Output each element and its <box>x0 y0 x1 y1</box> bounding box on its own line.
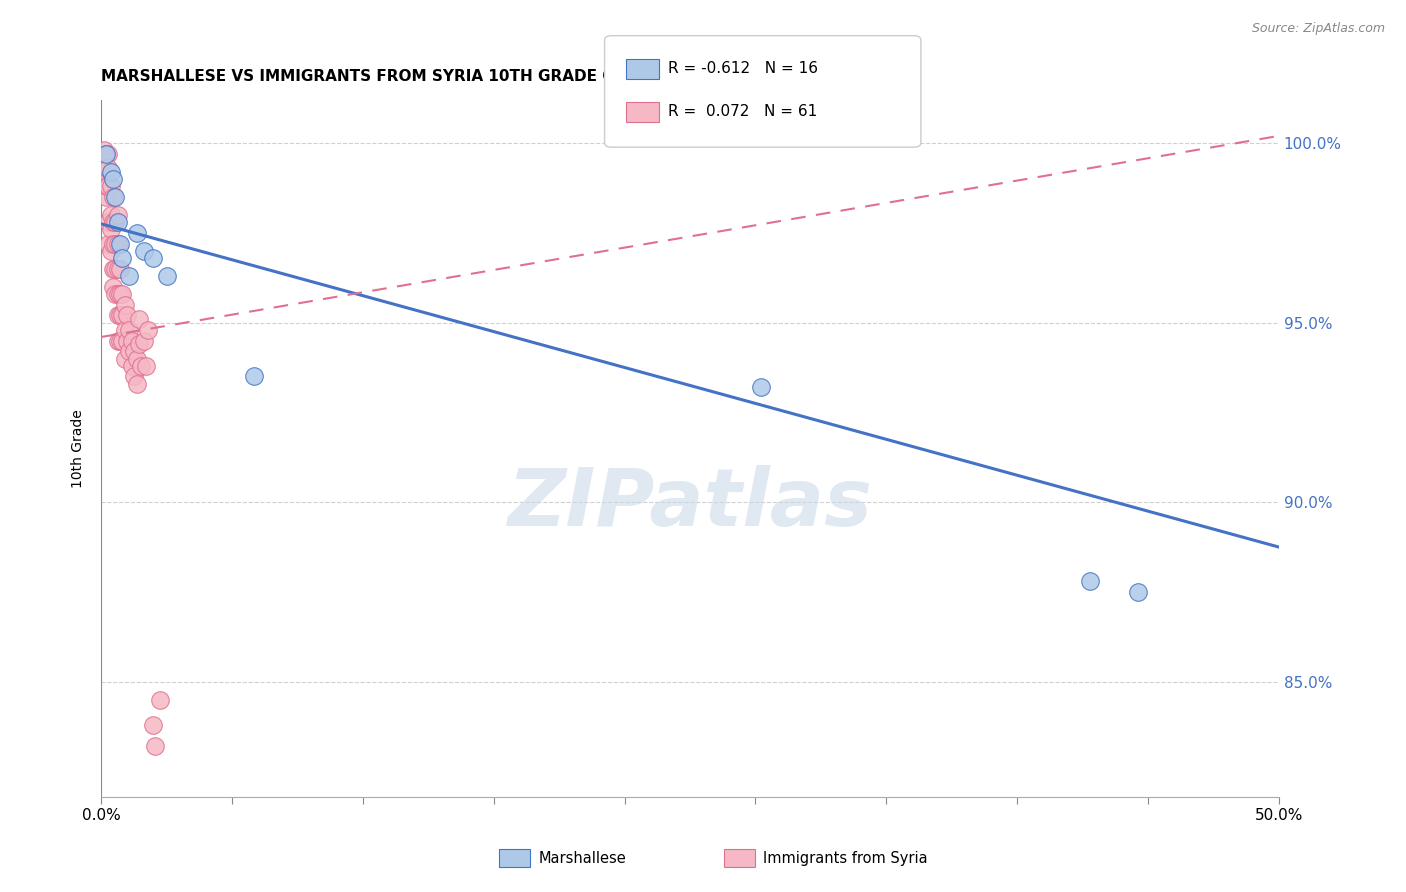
Point <box>132 244 155 258</box>
Point <box>118 323 141 337</box>
Point <box>142 718 165 732</box>
Point <box>100 244 122 258</box>
Point <box>156 268 179 283</box>
Text: ZIPatlas: ZIPatlas <box>508 465 873 543</box>
Text: R = -0.612   N = 16: R = -0.612 N = 16 <box>668 62 818 77</box>
Point <box>125 376 148 391</box>
Point <box>1080 574 1102 589</box>
Point <box>108 334 131 348</box>
Point <box>100 165 122 179</box>
Point <box>149 692 172 706</box>
Point <box>94 146 117 161</box>
Point <box>94 190 117 204</box>
Point <box>115 309 138 323</box>
Point <box>135 359 157 373</box>
Point <box>125 351 148 366</box>
Point <box>118 268 141 283</box>
Point <box>107 236 129 251</box>
Point <box>107 261 129 276</box>
Point <box>125 226 148 240</box>
Point <box>93 143 115 157</box>
Point <box>101 172 124 186</box>
Point <box>142 251 165 265</box>
Point <box>114 323 136 337</box>
Point <box>94 172 117 186</box>
Point <box>107 286 129 301</box>
Point <box>122 369 145 384</box>
Point <box>93 161 115 176</box>
Point <box>111 334 134 348</box>
Point <box>97 215 120 229</box>
Point <box>749 380 772 394</box>
Point <box>243 369 266 384</box>
Point <box>101 215 124 229</box>
Point <box>118 344 141 359</box>
Point <box>104 261 127 276</box>
Point <box>136 323 159 337</box>
Text: R =  0.072   N = 61: R = 0.072 N = 61 <box>668 104 817 120</box>
Point <box>115 334 138 348</box>
Point <box>128 312 150 326</box>
Point <box>108 236 131 251</box>
Point <box>104 236 127 251</box>
Point <box>111 309 134 323</box>
Point <box>1126 585 1149 599</box>
Point <box>128 337 150 351</box>
Point <box>108 309 131 323</box>
Point <box>132 334 155 348</box>
Point <box>93 172 115 186</box>
Point <box>145 739 167 754</box>
Point <box>101 236 124 251</box>
Point <box>97 146 120 161</box>
Point <box>108 286 131 301</box>
Y-axis label: 10th Grade: 10th Grade <box>72 409 86 488</box>
Point <box>101 261 124 276</box>
Point <box>101 190 124 204</box>
Point <box>94 146 117 161</box>
Text: MARSHALLESE VS IMMIGRANTS FROM SYRIA 10TH GRADE CORRELATION CHART: MARSHALLESE VS IMMIGRANTS FROM SYRIA 10T… <box>101 69 785 84</box>
Point <box>107 334 129 348</box>
Point <box>107 215 129 229</box>
Point <box>111 251 134 265</box>
Point <box>101 279 124 293</box>
Point <box>104 190 127 204</box>
Point <box>121 334 143 348</box>
Point <box>100 208 122 222</box>
Text: Source: ZipAtlas.com: Source: ZipAtlas.com <box>1251 22 1385 36</box>
Point <box>97 236 120 251</box>
Point <box>121 359 143 373</box>
Point <box>94 161 117 176</box>
Point <box>100 179 122 194</box>
Point <box>97 161 120 176</box>
Point <box>114 351 136 366</box>
Point <box>104 215 127 229</box>
Text: Immigrants from Syria: Immigrants from Syria <box>763 851 928 865</box>
Text: Marshallese: Marshallese <box>538 851 626 865</box>
Point <box>100 222 122 236</box>
Point <box>97 179 120 194</box>
Point <box>107 208 129 222</box>
Point <box>111 286 134 301</box>
Point <box>94 179 117 194</box>
Point <box>129 359 152 373</box>
Point <box>122 344 145 359</box>
Point <box>107 309 129 323</box>
Point <box>114 298 136 312</box>
Point <box>108 261 131 276</box>
Point <box>104 286 127 301</box>
